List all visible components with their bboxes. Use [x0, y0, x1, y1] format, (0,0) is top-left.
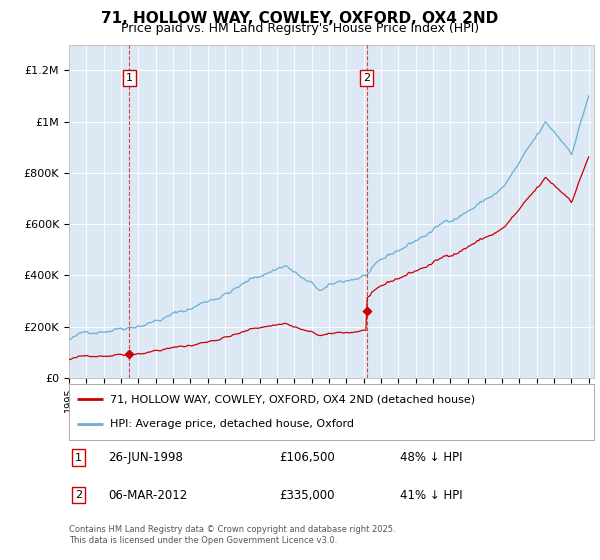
Text: 1: 1: [75, 452, 82, 463]
Text: 06-MAR-2012: 06-MAR-2012: [109, 489, 188, 502]
Text: £106,500: £106,500: [279, 451, 335, 464]
Text: 26-JUN-1998: 26-JUN-1998: [109, 451, 183, 464]
Text: 41% ↓ HPI: 41% ↓ HPI: [400, 489, 463, 502]
Text: 2: 2: [75, 491, 82, 500]
Point: [362, 306, 371, 315]
Text: £335,000: £335,000: [279, 489, 335, 502]
Text: Price paid vs. HM Land Registry's House Price Index (HPI): Price paid vs. HM Land Registry's House …: [121, 22, 479, 35]
Text: Contains HM Land Registry data © Crown copyright and database right 2025.
This d: Contains HM Land Registry data © Crown c…: [69, 525, 395, 545]
Point: [125, 349, 134, 358]
Text: 1: 1: [126, 73, 133, 83]
Text: 2: 2: [363, 73, 370, 83]
Text: 71, HOLLOW WAY, COWLEY, OXFORD, OX4 2ND (detached house): 71, HOLLOW WAY, COWLEY, OXFORD, OX4 2ND …: [110, 394, 475, 404]
Text: 71, HOLLOW WAY, COWLEY, OXFORD, OX4 2ND: 71, HOLLOW WAY, COWLEY, OXFORD, OX4 2ND: [101, 11, 499, 26]
Text: 48% ↓ HPI: 48% ↓ HPI: [400, 451, 462, 464]
Text: HPI: Average price, detached house, Oxford: HPI: Average price, detached house, Oxfo…: [110, 419, 354, 429]
